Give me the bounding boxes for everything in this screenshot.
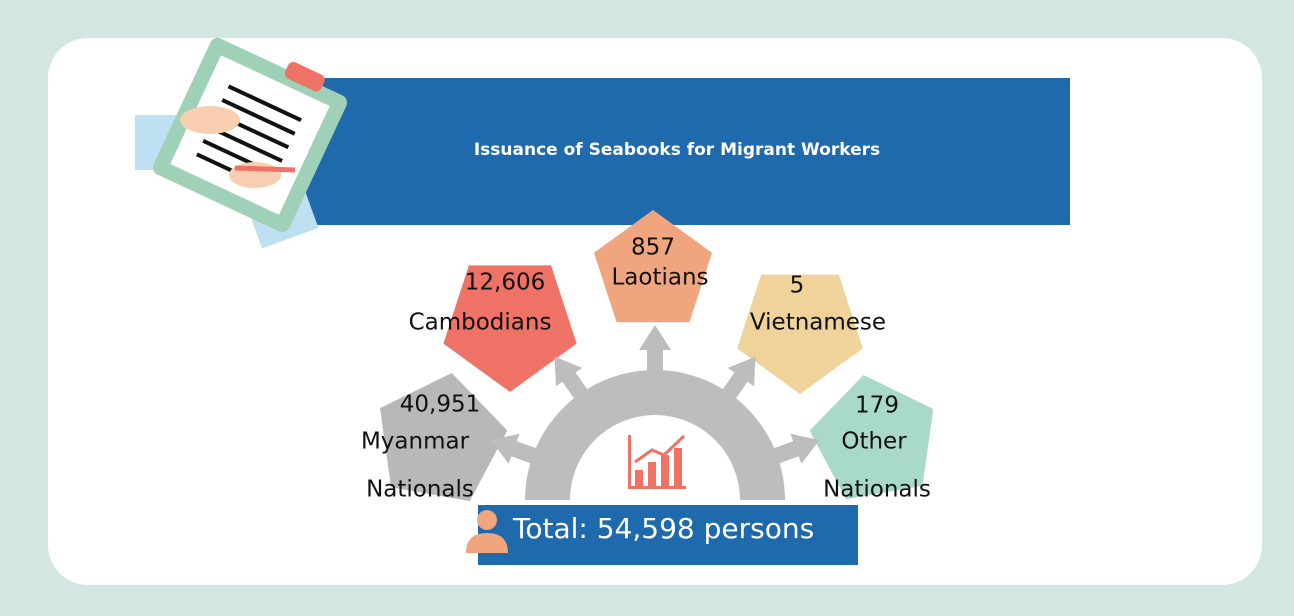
item-value: 5: [790, 273, 805, 299]
pentagon: [594, 210, 712, 323]
title: Issuance of Seabooks for Migrant Workers: [474, 140, 880, 160]
item-value: 857: [631, 235, 675, 261]
item-label: Myanmar: [361, 429, 470, 455]
chart-icon: [628, 434, 686, 489]
clipboard-illustration: [135, 37, 348, 249]
pentagon: [443, 265, 577, 392]
person-icon: [466, 510, 508, 553]
item-label: Cambodians: [409, 310, 552, 336]
gear: [490, 325, 820, 500]
arrow: [720, 356, 756, 403]
arrow: [554, 356, 590, 403]
total: Total: 54,598 persons: [512, 512, 814, 545]
total-box: [478, 505, 858, 565]
title-banner: [300, 78, 1070, 225]
arrow: [769, 433, 820, 465]
item-label: Nationals: [823, 477, 931, 503]
item-value: 40,951: [400, 392, 480, 418]
pentagon: [809, 375, 934, 500]
pentagon: [380, 373, 508, 502]
item-label: Laotians: [611, 265, 708, 291]
item-label: Nationals: [366, 477, 474, 503]
arrow: [490, 433, 541, 465]
item-value: 179: [855, 393, 899, 419]
pentagon: [737, 274, 863, 394]
item-label: Vietnamese: [750, 310, 886, 336]
arrow: [639, 325, 671, 375]
item-value: 12,606: [465, 270, 545, 296]
item-label: Other: [841, 429, 907, 455]
